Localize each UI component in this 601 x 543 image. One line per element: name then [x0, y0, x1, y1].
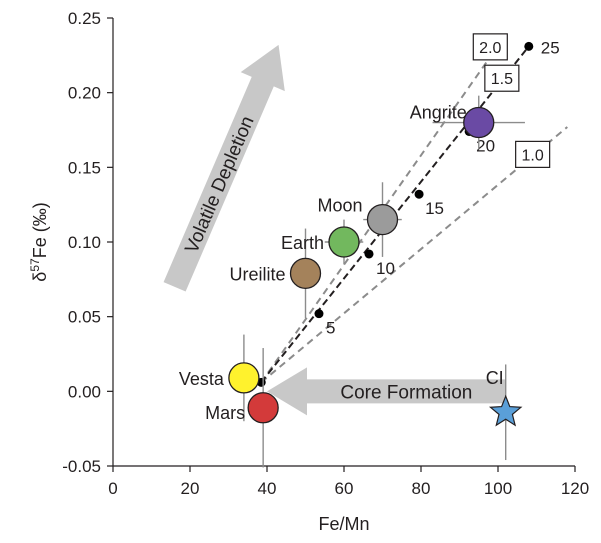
x-tick-label: 80 — [412, 479, 431, 498]
ratio-label: 2.0 — [479, 40, 501, 57]
marker-moon — [366, 203, 399, 236]
model-point — [524, 41, 534, 51]
ratio-label: 1.0 — [522, 147, 544, 164]
marker-vesta — [228, 362, 260, 394]
y-axis-title-sup: 57 — [28, 258, 42, 272]
core-formation-arrow — [267, 367, 506, 416]
ratio-label: 1.5 — [491, 71, 513, 88]
x-tick-label: 0 — [108, 479, 117, 498]
marker-mars — [247, 392, 279, 424]
x-tick-label: 20 — [181, 479, 200, 498]
model-point-label: 25 — [541, 38, 560, 57]
label-vesta: Vesta — [179, 369, 225, 389]
ratio-box — [515, 140, 551, 168]
label-earth: Earth — [281, 233, 324, 253]
model-point — [414, 189, 424, 199]
reference-lines: 2.0 1.0 — [260, 33, 568, 384]
core-formation-label: Core Formation — [340, 382, 472, 403]
marker-ci-star — [488, 394, 523, 427]
markers — [228, 106, 523, 427]
model-point-label: 15 — [425, 199, 444, 218]
ratio-line-1.0 — [260, 126, 568, 384]
ratio-box — [484, 64, 520, 92]
label-ci: CI — [486, 368, 504, 388]
y-axis-title: δ57Fe (‰) — [28, 202, 50, 281]
volatile-depletion-label: Volatile Depletion — [181, 113, 258, 256]
y-tick-label: -0.05 — [62, 457, 101, 476]
model-line: 5 10 15 20 25 1.5 — [256, 38, 560, 387]
marker-ureilite — [289, 257, 322, 290]
label-mars: Mars — [205, 403, 245, 423]
y-tick-label: 0.15 — [68, 158, 101, 177]
ratio-box — [472, 33, 508, 61]
y-tick-label: 0.10 — [68, 233, 101, 252]
y-tick-label: 0.00 — [68, 382, 101, 401]
model-point-label: 5 — [326, 319, 335, 338]
label-angrite: Angrite — [410, 103, 467, 123]
y-tick-label: 0.05 — [68, 308, 101, 327]
label-ureilite: Ureilite — [229, 264, 285, 284]
model-point-label: 10 — [376, 259, 395, 278]
model-point-label: 20 — [476, 136, 495, 155]
marker-earth — [328, 226, 360, 258]
y-ticks: -0.05 0.00 0.05 0.10 0.15 0.20 0.25 — [62, 9, 113, 476]
x-tick-label: 60 — [335, 479, 354, 498]
marker-angrite — [463, 106, 495, 139]
x-tick-label: 120 — [561, 479, 589, 498]
y-axis-title-rest: Fe (‰) — [30, 202, 50, 258]
labels: Vesta Mars Ureilite Earth Moon Angrite CI — [179, 103, 504, 423]
x-ticks: 0 20 40 60 80 100 120 — [108, 466, 589, 498]
model-point — [314, 309, 324, 319]
y-axis-title-main: δ — [30, 272, 50, 282]
model-point — [364, 249, 374, 259]
volatile-depletion-arrow — [163, 44, 285, 292]
y-tick-label: 0.20 — [68, 84, 101, 103]
x-tick-label: 40 — [258, 479, 277, 498]
label-moon: Moon — [317, 196, 362, 216]
x-axis-title: Fe/Mn — [318, 514, 369, 534]
y-tick-label: 0.25 — [68, 9, 101, 28]
x-tick-label: 100 — [484, 479, 512, 498]
